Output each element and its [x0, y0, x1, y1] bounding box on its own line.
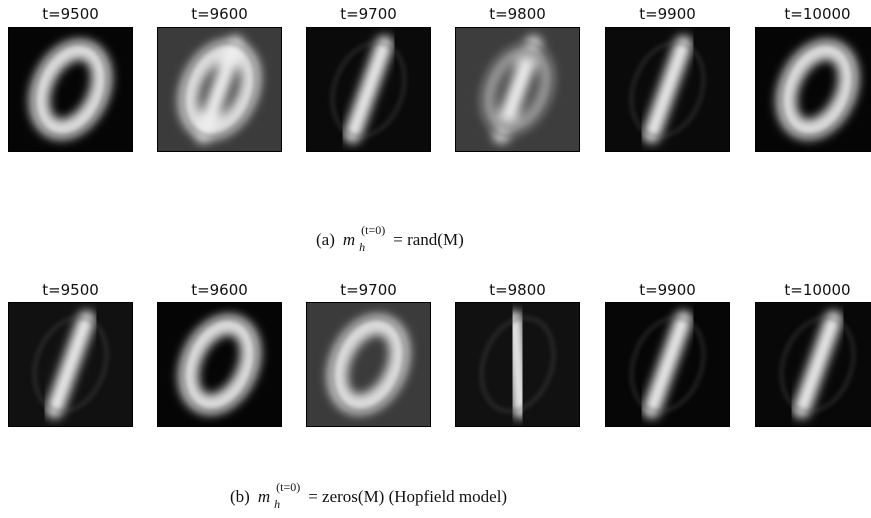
- digit-image: [455, 302, 580, 427]
- image-title: t=9500: [42, 5, 99, 23]
- caption-var: m: [343, 230, 355, 249]
- digit-image: [157, 27, 282, 152]
- digit-image: [605, 302, 730, 427]
- digit-image: [755, 302, 871, 427]
- figure: t=9500 t=9600 t=9700 t=9800 t=9900 t=10000 t=…: [0, 0, 871, 518]
- digit-image: [455, 27, 580, 152]
- digit-image: [605, 27, 730, 152]
- image-title: t=9600: [191, 281, 248, 299]
- image-title: t=9900: [639, 281, 696, 299]
- caption-sup: (t=0): [361, 223, 385, 237]
- caption-rest: = zeros(M) (Hopfield model): [308, 487, 507, 506]
- image-title: t=9900: [639, 5, 696, 23]
- image-title: t=9700: [340, 5, 397, 23]
- caption-rest: = rand(M): [393, 230, 463, 249]
- image-title: t=9600: [191, 5, 248, 23]
- image-title: t=9500: [42, 281, 99, 299]
- digit: [515, 320, 521, 410]
- caption-sup: (t=0): [276, 480, 300, 494]
- digit-image: [306, 27, 431, 152]
- digit-image: [755, 27, 871, 152]
- image-title: t=10000: [784, 5, 850, 23]
- caption-a: (a) m h (t=0) = rand(M): [316, 221, 464, 255]
- image-title: t=9800: [489, 5, 546, 23]
- digit-image: [8, 302, 133, 427]
- caption-sub: h: [274, 497, 280, 511]
- digit-image: [306, 302, 431, 427]
- caption-var: m: [258, 487, 270, 506]
- caption-sub: h: [359, 240, 365, 254]
- caption-label: (a): [316, 230, 335, 249]
- digit-image: [8, 27, 133, 152]
- image-title: t=10000: [784, 281, 850, 299]
- image-row: t=9500 t=9600 t=9700 t=9800 t=9900 t=10000: [8, 5, 871, 152]
- caption-b: (b) m h (t=0) = zeros(M) (Hopfield model…: [230, 478, 507, 512]
- image-row: t=9500 t=9600 t=9700 t=9800 t=9900 t=10000: [8, 281, 871, 427]
- digit-image: [157, 302, 282, 427]
- image-title: t=9700: [340, 281, 397, 299]
- image-title: t=9800: [489, 281, 546, 299]
- caption-label: (b): [230, 487, 250, 506]
- digit-stroke: [515, 320, 521, 410]
